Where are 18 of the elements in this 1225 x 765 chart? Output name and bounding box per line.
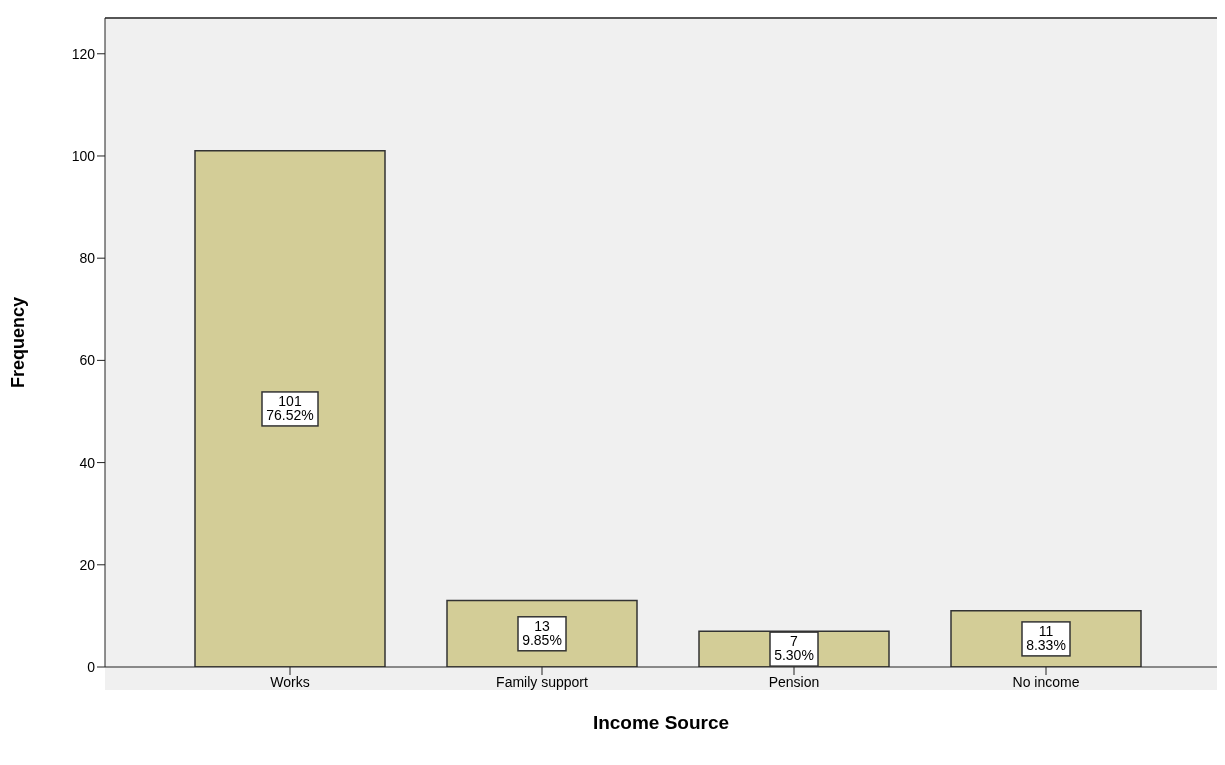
data-label: 7 5.30% xyxy=(774,633,814,664)
data-label: 101 76.52% xyxy=(266,392,314,423)
x-tick-label: Pension xyxy=(768,673,820,690)
y-tick-label: 100 xyxy=(71,147,96,164)
data-label: 13 9.85% xyxy=(522,617,562,648)
y-tick-label: 80 xyxy=(79,250,96,267)
y-axis-title: Frequency xyxy=(8,296,29,389)
x-tick-label: Family support xyxy=(496,673,589,690)
y-tick-label: 60 xyxy=(79,352,96,369)
bar xyxy=(194,150,386,667)
y-tick-label: 120 xyxy=(71,45,96,62)
x-tick-label: No income xyxy=(1012,673,1080,690)
x-tick-label: Works xyxy=(270,673,310,690)
y-tick-label: 40 xyxy=(79,454,96,471)
x-axis-title: Income Source xyxy=(592,712,730,733)
y-tick-label: 0 xyxy=(87,658,96,675)
y-tick-label: 20 xyxy=(79,556,96,573)
data-label: 11 8.33% xyxy=(1026,622,1066,653)
